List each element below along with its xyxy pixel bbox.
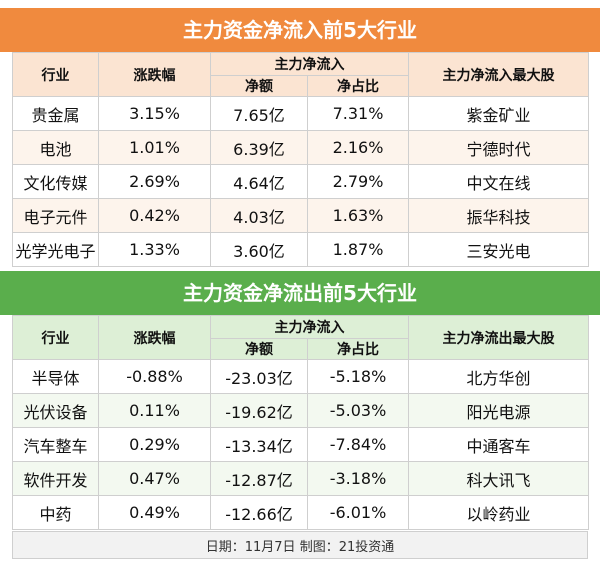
cell-change: 1.01% <box>98 130 211 165</box>
cell-industry: 光伏设备 <box>12 393 99 428</box>
cell-ratio: -5.03% <box>307 393 409 428</box>
cell-industry: 汽车整车 <box>12 427 99 462</box>
cell-change: 1.33% <box>98 232 211 267</box>
cell-industry: 贵金属 <box>12 96 99 131</box>
cell-industry: 中药 <box>12 495 99 530</box>
cell-stock: 三安光电 <box>408 232 589 267</box>
table-row: 电池 1.01% 6.39亿 2.16% 宁德时代 <box>12 130 589 165</box>
table-row: 半导体 -0.88% -23.03亿 -5.18% 北方华创 <box>12 359 589 394</box>
cell-change: 0.49% <box>98 495 211 530</box>
cell-amount: 3.60亿 <box>210 232 308 267</box>
cell-industry: 半导体 <box>12 359 99 394</box>
cell-industry: 光学光电子 <box>12 232 99 267</box>
footer-date: 日期：11月7日 <box>205 539 296 555</box>
table-row: 文化传媒 2.69% 4.64亿 2.79% 中文在线 <box>12 164 589 199</box>
header-net-main: 主力净流入 <box>210 315 409 339</box>
header-net-amount: 净额 <box>210 75 308 97</box>
cell-stock: 以岭药业 <box>408 495 589 530</box>
inflow-title: 主力资金净流入前5大行业 <box>0 8 600 52</box>
cell-stock: 阳光电源 <box>408 393 589 428</box>
cell-industry: 软件开发 <box>12 461 99 496</box>
table-row: 中药 0.49% -12.66亿 -6.01% 以岭药业 <box>12 495 589 530</box>
footer-credit: 制图：21投资通 <box>299 539 395 555</box>
table-row: 软件开发 0.47% -12.87亿 -3.18% 科大讯飞 <box>12 461 589 496</box>
cell-ratio: -5.18% <box>307 359 409 394</box>
inflow-table: 行业 涨跌幅 主力净流入 主力净流入最大股 净额 净占比 贵金属 3.15% 7… <box>12 52 589 267</box>
header-net-ratio: 净占比 <box>307 338 409 360</box>
header-net-ratio: 净占比 <box>307 75 409 97</box>
cell-industry: 电池 <box>12 130 99 165</box>
cell-amount: 4.03亿 <box>210 198 308 233</box>
header-industry: 行业 <box>12 52 99 97</box>
table-row: 贵金属 3.15% 7.65亿 7.31% 紫金矿业 <box>12 96 589 131</box>
cell-amount: -12.87亿 <box>210 461 308 496</box>
outflow-title: 主力资金净流出前5大行业 <box>0 271 600 315</box>
cell-ratio: 2.16% <box>307 130 409 165</box>
cell-change: -0.88% <box>98 359 211 394</box>
table-row: 光学光电子 1.33% 3.60亿 1.87% 三安光电 <box>12 232 589 267</box>
cell-ratio: -3.18% <box>307 461 409 496</box>
cell-ratio: 2.79% <box>307 164 409 199</box>
cell-stock: 中通客车 <box>408 427 589 462</box>
header-change: 涨跌幅 <box>98 52 211 97</box>
cell-ratio: 1.87% <box>307 232 409 267</box>
cell-change: 2.69% <box>98 164 211 199</box>
cell-amount: -13.34亿 <box>210 427 308 462</box>
cell-industry: 电子元件 <box>12 198 99 233</box>
cell-amount: -12.66亿 <box>210 495 308 530</box>
cell-amount: 7.65亿 <box>210 96 308 131</box>
header-net-main: 主力净流入 <box>210 52 409 76</box>
table-row: 光伏设备 0.11% -19.62亿 -5.03% 阳光电源 <box>12 393 589 428</box>
cell-amount: 4.64亿 <box>210 164 308 199</box>
cell-ratio: -7.84% <box>307 427 409 462</box>
header-top-stock: 主力净流出最大股 <box>408 315 589 360</box>
cell-stock: 振华科技 <box>408 198 589 233</box>
header-top-stock: 主力净流入最大股 <box>408 52 589 97</box>
cell-stock: 紫金矿业 <box>408 96 589 131</box>
cell-change: 3.15% <box>98 96 211 131</box>
cell-stock: 宁德时代 <box>408 130 589 165</box>
table-row: 汽车整车 0.29% -13.34亿 -7.84% 中通客车 <box>12 427 589 462</box>
cell-stock: 科大讯飞 <box>408 461 589 496</box>
cell-amount: 6.39亿 <box>210 130 308 165</box>
cell-change: 0.11% <box>98 393 211 428</box>
cell-change: 0.47% <box>98 461 211 496</box>
header-industry: 行业 <box>12 315 99 360</box>
cell-ratio: -6.01% <box>307 495 409 530</box>
cell-stock: 北方华创 <box>408 359 589 394</box>
cell-change: 0.42% <box>98 198 211 233</box>
table-row: 电子元件 0.42% 4.03亿 1.63% 振华科技 <box>12 198 589 233</box>
header-change: 涨跌幅 <box>98 315 211 360</box>
source-footer: 日期：11月7日 制图：21投资通 <box>12 531 588 559</box>
outflow-table: 行业 涨跌幅 主力净流入 主力净流出最大股 净额 净占比 半导体 -0.88% … <box>12 315 589 530</box>
cell-industry: 文化传媒 <box>12 164 99 199</box>
cell-amount: -19.62亿 <box>210 393 308 428</box>
cell-ratio: 1.63% <box>307 198 409 233</box>
cell-amount: -23.03亿 <box>210 359 308 394</box>
header-net-amount: 净额 <box>210 338 308 360</box>
cell-stock: 中文在线 <box>408 164 589 199</box>
cell-ratio: 7.31% <box>307 96 409 131</box>
cell-change: 0.29% <box>98 427 211 462</box>
